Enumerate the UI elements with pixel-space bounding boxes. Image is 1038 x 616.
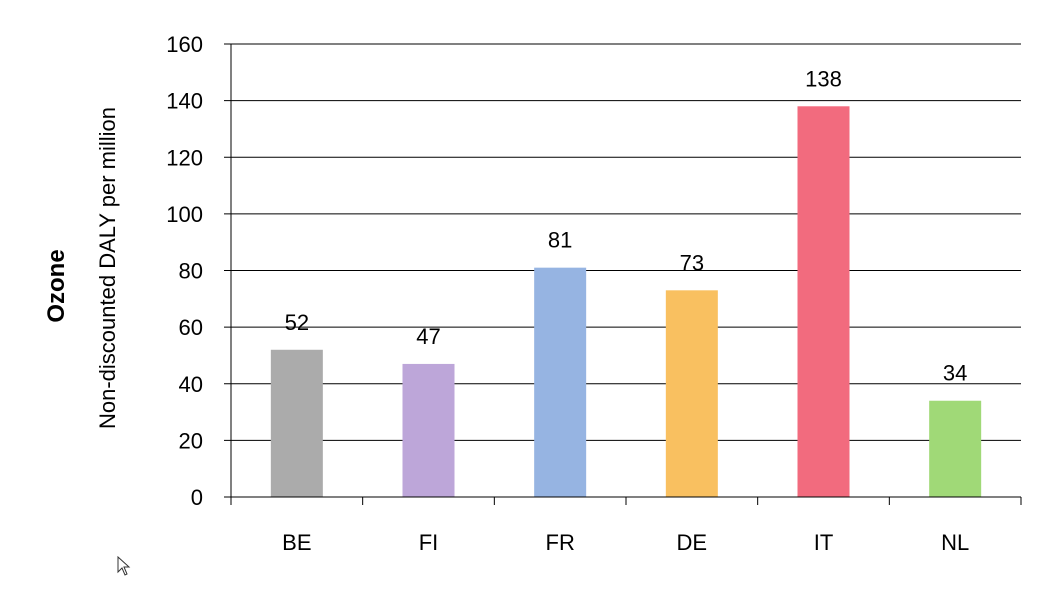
mouse-cursor-icon [117, 556, 131, 576]
y-tick-label: 140 [166, 89, 203, 114]
x-category-label: FI [419, 530, 439, 555]
y-axis-title-group: Non-discounted DALY per million [95, 107, 120, 429]
y-axis-title: Non-discounted DALY per million [95, 107, 120, 429]
bar-fr [534, 267, 587, 497]
data-label-fr: 81 [548, 228, 572, 253]
y-tick-label: 0 [191, 485, 203, 510]
x-axis-categories: BE FI FR DE IT NL [230, 497, 1022, 555]
x-category-label: DE [677, 530, 708, 555]
x-category-label: BE [282, 530, 311, 555]
data-labels: 52 47 81 73 138 34 [285, 66, 968, 385]
data-label-fi: 47 [416, 324, 440, 349]
y-tick-label: 40 [179, 372, 203, 397]
bars [270, 106, 982, 497]
y-tick-label: 80 [179, 259, 203, 284]
bar-fi [402, 363, 455, 497]
x-category-label: IT [814, 530, 834, 555]
y-tick-label: 120 [166, 145, 203, 170]
bar-de [665, 290, 718, 497]
data-label-nl: 34 [943, 361, 967, 386]
y-axis-title-bold-group: Ozone [43, 249, 70, 322]
bar-it [797, 106, 850, 497]
data-label-de: 73 [680, 250, 704, 275]
y-axis-title-bold: Ozone [43, 249, 70, 322]
y-tick-label: 20 [179, 428, 203, 453]
gridlines [231, 43, 1021, 441]
y-tick-label: 100 [166, 202, 203, 227]
y-tick-label: 60 [179, 315, 203, 340]
bar-be [270, 349, 323, 497]
x-category-label: FR [546, 530, 575, 555]
y-tick-label: 160 [166, 32, 203, 57]
bar-nl [929, 400, 982, 497]
data-label-be: 52 [285, 310, 309, 335]
y-axis-ticks: 0 20 40 60 80 100 120 140 160 [166, 32, 231, 510]
data-label-it: 138 [805, 66, 842, 91]
x-category-label: NL [941, 530, 969, 555]
